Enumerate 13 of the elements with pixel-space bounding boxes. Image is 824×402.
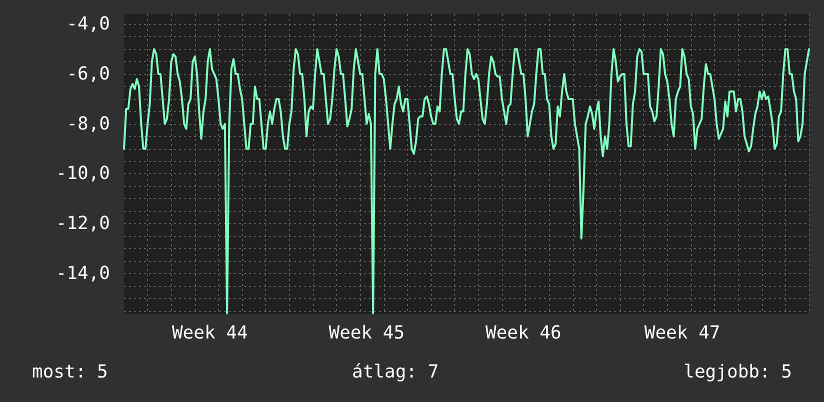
y-tick-label: -6,0	[66, 64, 110, 85]
y-tick-label: -12,0	[56, 213, 110, 234]
x-tick-label: Week 46	[485, 322, 562, 344]
y-tick-label: -8,0	[66, 113, 110, 134]
x-tick-label: Week 44	[172, 322, 248, 344]
y-tick-label: -14,0	[56, 262, 110, 284]
x-tick-label: Week 45	[328, 322, 405, 344]
text: most: 5	[32, 362, 108, 382]
y-tick-label: -4,0	[66, 14, 110, 35]
y-tick-label: -10,0	[56, 163, 110, 184]
text: átlag: 7	[352, 362, 439, 382]
x-tick-label: Week 47	[644, 322, 720, 344]
text: legjobb: 5	[684, 362, 792, 382]
